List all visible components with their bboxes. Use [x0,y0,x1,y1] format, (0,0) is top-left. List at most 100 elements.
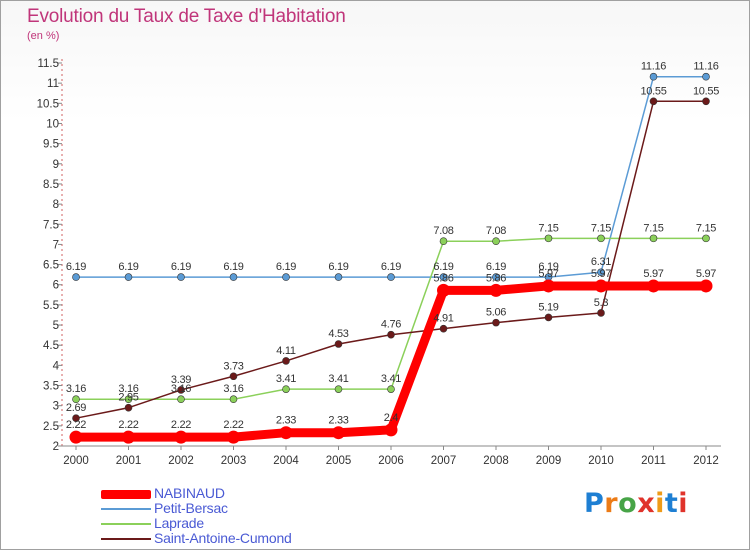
data-point [177,273,185,281]
legend-item: NABINAUD [101,486,361,501]
data-label: 2.4 [384,412,399,424]
legend-item: Petit-Bersac [101,501,361,516]
legend-swatch [101,508,151,510]
data-label: 2.69 [66,402,86,414]
data-label: 6.19 [276,261,296,273]
data-label: 3.16 [171,383,191,395]
data-label: 6.31 [591,256,611,268]
data-point [282,385,290,393]
data-point [282,273,290,281]
y-unit-label: (en %) [27,30,60,42]
data-point [439,237,448,245]
data-point [72,414,80,422]
data-point [124,395,133,404]
data-label: 5.97 [643,268,663,280]
y-tick-label: 7.5 [43,219,59,231]
legend: NABINAUD Petit-Bersac Laprade Saint-Antoine… [101,486,361,546]
data-label: 6.19 [538,261,558,273]
data-label: 7.15 [538,222,558,234]
data-point [122,430,135,444]
data-label: 5.86 [433,272,453,284]
x-tick-label: 2000 [63,455,89,467]
data-point [229,395,238,404]
data-label: 4.76 [381,319,401,331]
x-tick-label: 2003 [221,455,247,467]
data-label: 4.53 [328,328,348,340]
legend-item: Saint-Antoine-Cumond [101,531,361,546]
data-point [597,309,605,317]
chart-title: Evolution du Taux de Taxe d'Habitation [27,6,346,27]
data-point [332,426,345,440]
data-point [649,234,658,243]
data-label: 3.41 [328,373,348,385]
x-tick-label: 2011 [641,455,666,467]
data-label: 3.16 [223,383,243,395]
data-point [69,430,83,444]
data-point [227,430,240,444]
x-tick-label: 2012 [693,455,719,467]
y-tick-label: 7 [53,239,59,251]
x-tick-label: 2002 [168,455,194,467]
data-point [124,273,133,281]
data-label: 6.19 [486,261,506,273]
data-point [279,426,293,440]
y-tick-label: 11.5 [37,58,59,70]
data-point [647,279,660,293]
data-label: 7.08 [433,225,453,237]
x-tick-label: 2004 [273,455,299,467]
x-tick-label: 2005 [326,455,352,467]
logo-letter: o [618,488,638,519]
series-line-saint-antoine-cumond [75,100,707,419]
data-point [702,72,710,81]
data-point [702,234,710,243]
y-tick-label: 2 [53,441,59,453]
y-tick-label: 11 [47,78,59,90]
data-point [72,395,80,404]
data-point [439,273,448,281]
y-tick-label: 8.5 [43,179,59,191]
x-tick-label: 2010 [588,455,614,467]
data-label: 5.97 [538,268,558,280]
data-label: 2.22 [223,419,243,431]
legend-swatch [101,523,151,525]
y-tick-label: 6.5 [43,260,59,272]
data-label: 6.19 [381,261,401,273]
proxiti-logo: Proxiti [584,488,688,519]
data-point [492,273,500,281]
data-label: 3.41 [276,373,296,385]
data-label: 3.73 [223,360,243,372]
data-point [544,234,553,243]
data-point [649,97,658,106]
data-label: 2.22 [171,419,191,431]
legend-label: Laprade [154,515,204,531]
logo-letter: x [637,488,656,519]
data-point [492,237,500,245]
legend-label: NABINAUD [154,485,225,501]
data-point [124,403,133,412]
data-label: 3.16 [66,383,86,395]
legend-swatch [101,490,151,499]
data-point [334,340,343,348]
legend-swatch [101,538,151,540]
data-label: 2.95 [118,392,138,404]
y-tick-label: 6 [53,280,59,292]
data-point [387,273,395,281]
data-label: 4.91 [433,313,453,325]
logo-letter: i [678,488,689,519]
data-point [597,234,605,243]
data-label: 3.39 [171,374,191,386]
x-tick-label: 2007 [431,455,457,467]
data-label: 6.19 [171,261,191,273]
y-tick-label: 8 [53,199,59,211]
x-tick-label: 2006 [378,455,404,467]
data-point [699,279,713,293]
x-tick-label: 2009 [536,455,562,467]
data-label: 7.15 [591,222,611,234]
data-point [72,273,80,281]
data-point [437,283,450,297]
data-point [384,423,398,437]
data-point [177,395,185,404]
data-label: 6.19 [328,261,348,273]
data-point [229,273,238,281]
data-point [489,283,503,297]
